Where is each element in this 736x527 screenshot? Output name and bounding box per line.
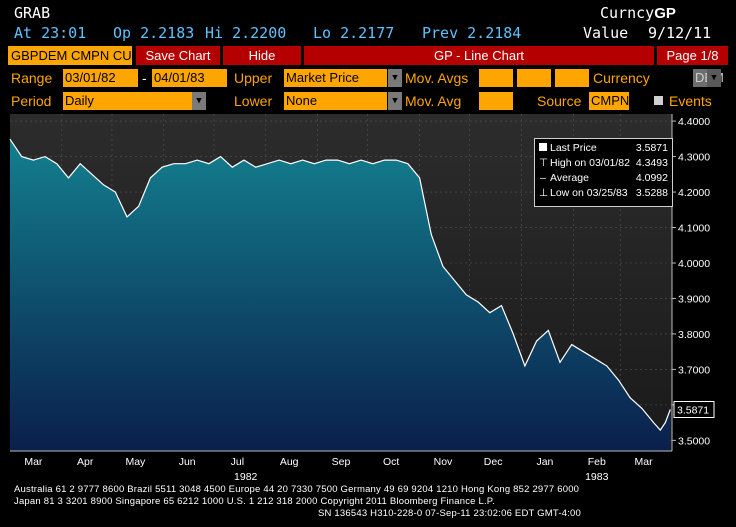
- value-date: 9/12/11: [648, 24, 712, 42]
- chart-title-bar: GP - Line Chart: [304, 46, 654, 65]
- last-value-label: 3.5871: [677, 404, 709, 416]
- x-tick-label: Jan: [536, 456, 553, 468]
- function-code: GP: [654, 5, 676, 22]
- mov-avg-lower-field[interactable]: [479, 92, 513, 110]
- quote-low: Lo 2.2177: [313, 24, 395, 42]
- legend-average-label: Average: [550, 172, 589, 184]
- upper-dropdown-icon[interactable]: ▼: [388, 69, 402, 87]
- lower-select[interactable]: None: [284, 92, 387, 110]
- range-end-field[interactable]: 04/01/83: [152, 69, 227, 87]
- x-tick-label: Aug: [280, 456, 299, 468]
- y-tick-label: 4.1000: [678, 223, 710, 235]
- source-label: Source: [537, 93, 582, 109]
- currency-label-ctrl: Currency: [593, 70, 650, 86]
- average-marker-icon: –: [540, 172, 546, 184]
- quote-open: Op 2.2183: [113, 24, 195, 42]
- x-tick-label: Dec: [484, 456, 503, 468]
- x-year-label: 1983: [585, 471, 609, 483]
- quote-high: Hi 2.2200: [205, 24, 287, 42]
- currency-label: Curncy: [600, 4, 655, 22]
- footer-line-2: Japan 81 3 3201 8900 Singapore 65 6212 1…: [14, 496, 495, 507]
- x-tick-label: Sep: [332, 456, 351, 468]
- x-tick-label: Mar: [24, 456, 43, 468]
- y-tick-label: 4.3000: [678, 152, 710, 164]
- events-label: Events: [669, 93, 712, 109]
- upper-select[interactable]: Market Price: [284, 69, 387, 87]
- legend-average-value: 4.0992: [635, 172, 668, 184]
- legend-last-price: Last Price 3.5871: [539, 142, 668, 155]
- lower-dropdown-icon[interactable]: ▼: [388, 92, 402, 110]
- ticker-field[interactable]: GBPDEM CMPN CU: [8, 46, 132, 65]
- x-tick-label: Nov: [434, 456, 453, 468]
- legend-high: ⊤ High on 03/01/82 4.3493: [539, 157, 668, 170]
- legend-high-label: High on 03/01/82: [550, 157, 630, 169]
- legend-high-value: 4.3493: [635, 157, 668, 169]
- x-tick-label: May: [125, 456, 146, 468]
- footer-line-1: Australia 61 2 9777 8600 Brazil 5511 304…: [14, 484, 580, 495]
- legend-average: – Average 4.0992: [539, 172, 668, 185]
- footer-line-3: SN 136543 H310-228-0 07-Sep-11 23:02:06 …: [318, 508, 582, 519]
- lower-label: Lower: [234, 93, 273, 109]
- security-title: GRAB: [14, 4, 51, 22]
- y-tick-label: 4.2000: [678, 187, 710, 199]
- period-label: Period: [11, 93, 52, 109]
- mov-avg-field-1[interactable]: [479, 69, 513, 87]
- page-indicator[interactable]: Page 1/8: [657, 46, 728, 65]
- source-field[interactable]: CMPN: [589, 92, 630, 110]
- save-chart-button[interactable]: Save Chart: [136, 46, 220, 65]
- last-value-tag: [673, 400, 715, 418]
- value-label: Value: [583, 24, 629, 42]
- price-line: [9, 138, 671, 432]
- legend-last-price-value: 3.5871: [635, 142, 668, 154]
- period-dropdown-icon[interactable]: ▼: [192, 92, 206, 110]
- price-area: [10, 139, 671, 451]
- y-tick-label: 3.9000: [678, 293, 710, 305]
- chart-legend: Last Price 3.5871 ⊤ High on 03/01/82 4.34…: [534, 138, 673, 207]
- events-checkbox[interactable]: [654, 96, 663, 105]
- y-tick-label: 4.4000: [678, 116, 710, 128]
- legend-low-value: 3.5288: [635, 187, 668, 199]
- last-price-swatch-icon: [539, 143, 547, 151]
- range-start-field[interactable]: 03/01/82: [63, 69, 138, 87]
- currency-dropdown-icon[interactable]: ▼: [707, 69, 721, 87]
- range-label: Range: [11, 70, 53, 86]
- x-tick-label: Jun: [179, 456, 196, 468]
- high-marker-icon: ⊤: [539, 157, 549, 169]
- x-year-label: 1982: [234, 471, 258, 483]
- legend-low-label: Low on 03/25/83: [550, 187, 628, 199]
- x-tick-label: Jul: [231, 456, 244, 468]
- y-tick-label: 3.5000: [678, 435, 710, 447]
- hide-button[interactable]: Hide: [223, 46, 301, 65]
- upper-label: Upper: [234, 70, 273, 86]
- quote-prev: Prev 2.2184: [422, 24, 522, 42]
- y-tick-label: 3.8000: [678, 329, 710, 341]
- x-tick-label: Oct: [383, 456, 399, 468]
- period-select[interactable]: Daily: [63, 92, 192, 110]
- mov-avgs-label: Mov. Avgs: [405, 70, 469, 86]
- y-tick-label: 4.0000: [678, 258, 710, 270]
- x-tick-label: Apr: [77, 456, 94, 468]
- range-separator: -: [142, 70, 147, 86]
- market-sector-label: CurncyGP: [600, 4, 676, 22]
- x-tick-label: Mar: [635, 456, 654, 468]
- legend-low: ⊥ Low on 03/25/83 3.5288: [539, 187, 668, 200]
- quote-time: At 23:01: [14, 24, 87, 42]
- legend-last-price-label: Last Price: [550, 142, 597, 154]
- low-marker-icon: ⊥: [539, 187, 549, 199]
- x-tick-label: Feb: [588, 456, 606, 468]
- mov-avg-field-2[interactable]: [517, 69, 551, 87]
- mov-avg-label: Mov. Avg: [405, 93, 462, 109]
- mov-avg-field-3[interactable]: [555, 69, 589, 87]
- y-tick-label: 3.7000: [678, 364, 710, 376]
